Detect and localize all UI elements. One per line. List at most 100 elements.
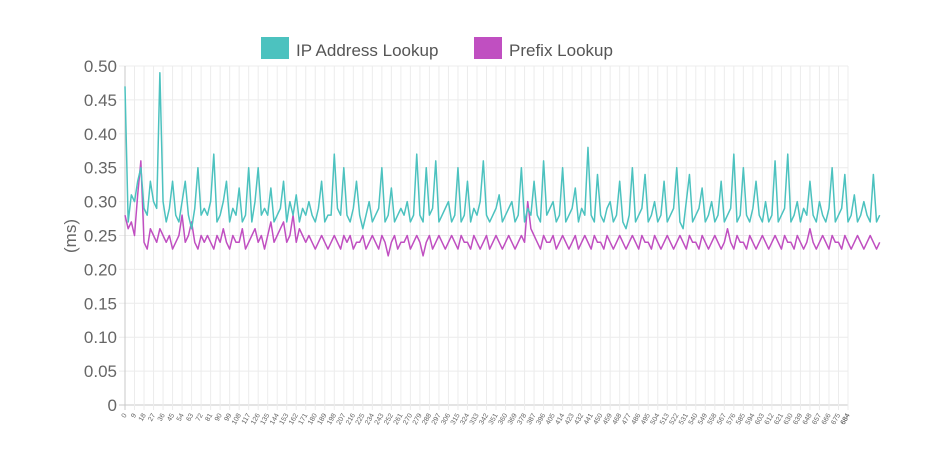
y-tick-label: 0: [108, 396, 117, 415]
x-tick-label: 9: [130, 412, 138, 419]
x-tick-label: 135: [260, 412, 272, 426]
y-tick-label: 0.40: [84, 125, 117, 144]
legend: IP Address Lookup Prefix Lookup: [261, 37, 613, 60]
y-tick-label: 0.25: [84, 227, 117, 246]
x-tick-label: 540: [688, 412, 700, 426]
x-tick-label: 45: [166, 412, 176, 422]
legend-swatch-ip-address-lookup: [261, 37, 289, 59]
x-tick-label: 207: [336, 412, 348, 426]
x-axis-ticks: 0 9 18 27 36 45 54 63 72 81 90 99108117126135144153…: [121, 412, 852, 426]
x-tick-label: 531: [678, 412, 690, 426]
x-tick-label: 513: [659, 412, 671, 426]
x-tick-label: 234: [364, 412, 376, 426]
y-tick-label: 0.10: [84, 328, 117, 347]
x-tick-label: 216: [345, 412, 357, 426]
y-tick-label: 0.45: [84, 91, 117, 110]
x-tick-label: 369: [507, 412, 519, 426]
x-tick-label: 477: [621, 412, 633, 426]
x-tick-label: 585: [735, 412, 747, 426]
x-tick-label: 423: [564, 412, 576, 426]
x-tick-label: 603: [754, 412, 766, 426]
y-tick-label: 0.20: [84, 260, 117, 279]
x-tick-label: 387: [526, 412, 538, 426]
x-tick-label: 270: [402, 412, 414, 426]
x-tick-label: 360: [497, 412, 509, 426]
x-tick-label: 684: [840, 412, 852, 426]
x-tick-label: 666: [821, 412, 833, 426]
legend-swatch-prefix-lookup: [474, 37, 502, 59]
x-tick-label: 378: [516, 412, 528, 426]
x-tick-label: 630: [783, 412, 795, 426]
x-tick-label: 486: [631, 412, 643, 426]
x-tick-label: 261: [393, 412, 405, 426]
x-tick-label: 180: [307, 412, 319, 426]
x-tick-label: 495: [640, 412, 652, 426]
x-tick-label: 279: [412, 412, 424, 426]
y-axis-ticks: 0 0.05 0.10 0.15 0.20 0.25 0.30 0.35 0.40 0.45 0.5…: [84, 57, 117, 415]
x-tick-label: 171: [298, 412, 310, 426]
x-tick-label: 684: [840, 412, 852, 426]
x-tick-label: 252: [383, 412, 395, 426]
x-tick-label: 117: [241, 412, 253, 425]
x-tick-label: 594: [745, 412, 757, 426]
x-tick-label: 306: [440, 412, 452, 426]
x-tick-label: 63: [185, 412, 195, 422]
x-tick-label: 351: [488, 412, 500, 426]
x-tick-label: 144: [269, 412, 281, 426]
x-tick-label: 54: [176, 412, 186, 422]
series-line-ip-address-lookup: [124, 72, 881, 230]
x-tick-label: 441: [583, 412, 595, 426]
x-tick-label: 324: [459, 412, 471, 426]
x-tick-label: 198: [326, 412, 338, 426]
series-lines: [124, 72, 881, 257]
x-tick-label: 162: [288, 412, 300, 426]
y-tick-label: 0.05: [84, 362, 117, 381]
x-tick-label: 189: [317, 412, 329, 426]
x-tick-label: 468: [612, 412, 624, 426]
x-tick-label: 567: [716, 412, 728, 426]
x-tick-label: 153: [279, 412, 291, 426]
x-tick-label: 648: [802, 412, 814, 426]
x-tick-label: 450: [592, 412, 604, 426]
x-tick-label: 639: [792, 412, 804, 426]
series-line-prefix-lookup: [124, 160, 881, 257]
x-tick-label: 108: [231, 412, 243, 426]
y-tick-label: 0.15: [84, 294, 117, 313]
x-tick-label: 90: [214, 412, 224, 422]
y-tick-label: 0.30: [84, 193, 117, 212]
x-tick-label: 225: [355, 412, 367, 426]
legend-label-prefix-lookup: Prefix Lookup: [509, 41, 613, 60]
x-tick-label: 612: [764, 412, 776, 426]
x-tick-label: 288: [421, 412, 433, 426]
x-tick-label: 315: [450, 412, 462, 426]
x-tick-label: 432: [573, 412, 585, 426]
x-tick-label: 459: [602, 412, 614, 426]
y-tick-label: 0.35: [84, 159, 117, 178]
x-tick-label: 72: [195, 412, 205, 422]
x-tick-label: 243: [374, 412, 386, 426]
x-tick-label: 396: [535, 412, 547, 426]
x-tick-label: 621: [773, 412, 785, 426]
x-tick-label: 522: [669, 412, 681, 426]
x-tick-label: 81: [204, 412, 214, 422]
x-tick-label: 297: [431, 412, 443, 426]
x-tick-label: 126: [250, 412, 262, 426]
x-tick-label: 27: [147, 412, 157, 422]
x-tick-label: 549: [697, 412, 709, 426]
x-tick-label: 675: [830, 412, 842, 426]
y-axis-title: (ms): [61, 219, 80, 253]
x-tick-label: 342: [478, 412, 490, 426]
x-tick-label: 333: [469, 412, 481, 426]
x-tick-label: 405: [545, 412, 557, 426]
x-tick-label: 36: [157, 412, 167, 422]
x-tick-label: 657: [811, 412, 823, 426]
legend-label-ip-address-lookup: IP Address Lookup: [296, 41, 438, 60]
x-tick-label: 558: [707, 412, 719, 426]
x-tick-label: 504: [650, 412, 662, 426]
x-tick-label: 0: [121, 412, 129, 419]
x-tick-label: 99: [223, 412, 233, 422]
x-tick-label: 576: [726, 412, 738, 426]
x-tick-label: 414: [554, 412, 566, 426]
y-tick-label: 0.50: [84, 57, 117, 76]
